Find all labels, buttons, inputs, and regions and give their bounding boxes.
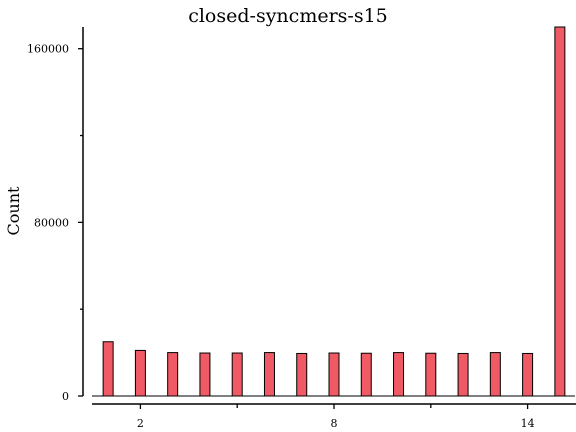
y-axis-label: Count — [4, 186, 23, 235]
bar-6 — [263, 352, 275, 397]
bar-5 — [231, 352, 243, 397]
ticks: 0 80000 160000 2 8 14 — [27, 43, 535, 430]
bar-8 — [328, 352, 340, 397]
x-tick-label: 2 — [137, 417, 144, 430]
x-tick-label: 8 — [331, 417, 338, 430]
bar-11 — [425, 352, 437, 397]
bar-2 — [134, 349, 146, 397]
bar-12 — [457, 352, 469, 397]
bar-13 — [489, 352, 501, 397]
y-tick-label: 160000 — [27, 43, 69, 56]
bar-4 — [199, 352, 211, 397]
bar-7 — [296, 352, 308, 397]
y-tick-label: 0 — [62, 390, 69, 403]
bar-9 — [360, 352, 372, 397]
bar-10 — [393, 352, 405, 397]
bar-14 — [522, 352, 534, 397]
x-tick-label: 14 — [521, 417, 535, 430]
bar-15 — [554, 26, 566, 397]
chart-title: closed-syncmers-s15 — [188, 5, 388, 27]
bars — [92, 26, 575, 397]
bar-3 — [167, 352, 179, 397]
y-tick-label: 80000 — [34, 216, 69, 229]
bar-1 — [102, 341, 114, 397]
